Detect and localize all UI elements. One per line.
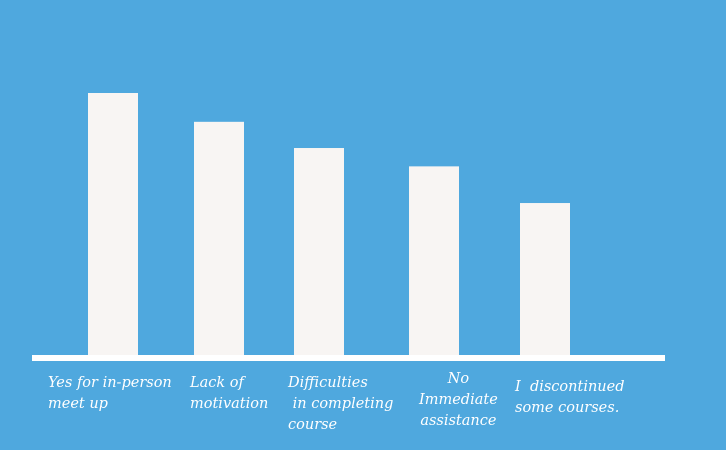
category-label-no-immediate-assistance: No Immediate assistance <box>419 371 498 429</box>
bar-4 <box>409 166 459 355</box>
category-label-difficulties-in-completing-course: Difficulties in completing course <box>288 375 394 433</box>
bar-5 <box>520 203 570 355</box>
bar-2 <box>194 121 244 355</box>
category-label-lack-of-motivation: Lack of motivation <box>190 375 269 412</box>
bars-layer <box>88 93 570 355</box>
bar-3 <box>294 148 344 355</box>
category-label-i-discontinued-some-courses: I discontinued some courses. <box>515 379 625 416</box>
bar-1 <box>88 93 138 355</box>
category-label-yes-for-in-person-meet-up: Yes for in-person meet up <box>48 375 172 412</box>
